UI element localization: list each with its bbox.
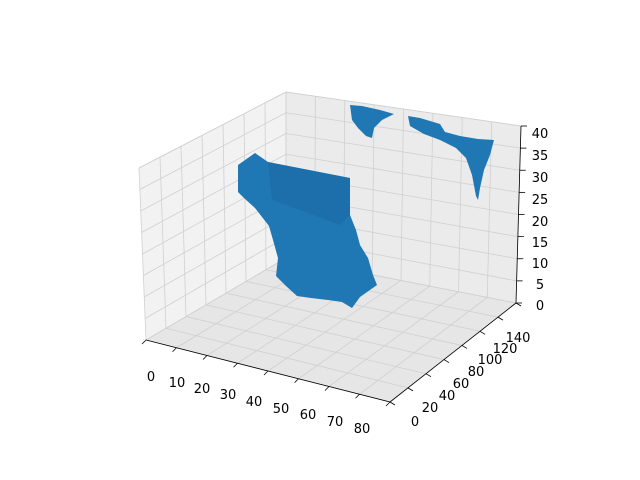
y-tick-label: 40 [439, 389, 456, 404]
voxel-body-shade [268, 162, 350, 225]
z-tick-label: 20 [532, 215, 549, 230]
x-tick-label: 50 [273, 402, 290, 417]
z-tick-label: 0 [536, 299, 544, 314]
x-tick-mark [233, 362, 238, 368]
y-axis-line [389, 302, 517, 403]
x-gridline [298, 285, 430, 380]
z-tick-label: 10 [532, 257, 549, 272]
x-tick-mark [324, 386, 330, 391]
x-tick-mark [263, 370, 269, 376]
z-tick-label: 5 [536, 278, 544, 293]
x-tick-label: 70 [327, 415, 344, 430]
y-tick-mark [389, 401, 396, 406]
z-tick-label: 30 [532, 171, 549, 186]
x-tick-label: 30 [220, 388, 237, 403]
x-gridline [328, 291, 459, 387]
x-gridline [267, 280, 402, 372]
x-tick-label: 40 [246, 395, 263, 410]
y-tick-label: 80 [468, 365, 485, 380]
y-tick-mark [497, 316, 504, 321]
y-tick-mark [515, 302, 522, 307]
z-gridline [139, 112, 287, 190]
back-pane-left [139, 92, 286, 340]
x-tick-label: 10 [169, 376, 186, 391]
y-tick-label: 20 [422, 401, 439, 416]
y-tick-mark [461, 345, 468, 349]
y-gridline [185, 316, 427, 375]
x-gridline [359, 297, 488, 395]
y-gridline [225, 292, 463, 346]
y-gridline [165, 327, 409, 389]
z-gridline [144, 216, 287, 298]
x-tick-mark [202, 355, 208, 360]
x-wall-gridline [429, 113, 434, 287]
y-tick-label: 140 [506, 331, 531, 346]
x-tick-label: 60 [300, 408, 317, 423]
z-gridline [144, 236, 287, 319]
y-tick-label: 60 [453, 377, 470, 392]
z-tick-label: 25 [532, 193, 549, 208]
x-tick-label: 80 [354, 422, 371, 437]
x-tick-mark [172, 347, 177, 353]
voxel-fragment-top [350, 105, 394, 138]
z-gridline [145, 257, 287, 341]
z-tick-label: 35 [532, 149, 549, 164]
x-tick-mark [355, 393, 360, 399]
x-tick-mark [141, 339, 147, 345]
z-tick-label: 40 [532, 127, 549, 142]
x-tick-mark [294, 378, 299, 384]
voxel-data [238, 105, 494, 308]
x-tick-label: 0 [147, 370, 155, 385]
y-tick-mark [443, 359, 450, 363]
y-gridline [205, 304, 445, 360]
y-tick-label: 0 [411, 415, 419, 430]
x-wall-gridline [400, 108, 404, 281]
floor-pane [146, 258, 516, 402]
x-tick-label: 20 [194, 382, 211, 397]
z-tick-label: 15 [532, 236, 549, 251]
voxel-fragment-right [408, 116, 494, 200]
axis-ticks [141, 125, 527, 407]
z-gridline [140, 133, 287, 212]
pane-edges [138, 91, 522, 169]
y-tick-mark [479, 330, 486, 335]
y-tick-mark [407, 387, 414, 392]
y-gridline [245, 281, 481, 332]
x-tick-mark [385, 401, 391, 407]
x-wall-gridline [371, 104, 375, 275]
y-tick-label: 120 [493, 342, 518, 357]
y-tick-mark [425, 373, 432, 378]
y-tick-label: 100 [478, 353, 503, 368]
